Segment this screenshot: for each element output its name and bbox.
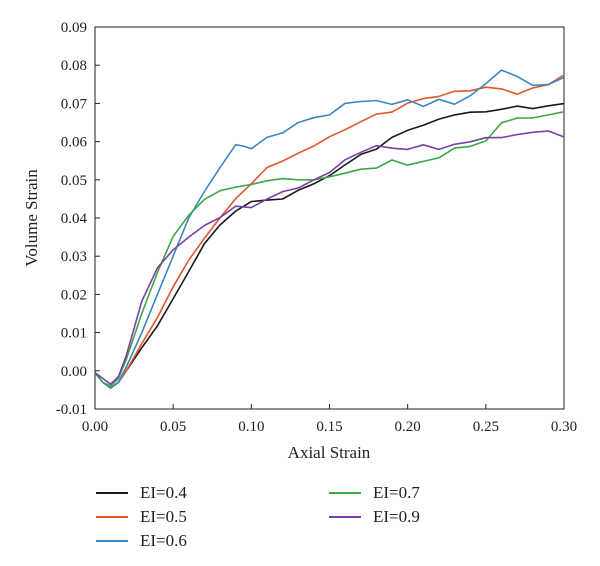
y-tick-label: 0.07: [61, 96, 88, 112]
x-tick-label: 0.10: [238, 419, 264, 435]
x-tick-label: 0.05: [160, 419, 186, 435]
x-axis-ticks: 0.00 0.05 0.10 0.15 0.20 0.25 0.30: [82, 404, 577, 435]
series-line-ei-0-5: [94, 74, 565, 389]
x-tick-label: 0.20: [395, 419, 421, 435]
x-tick-label: 0.15: [316, 419, 342, 435]
x-tick-label: 0.25: [473, 419, 499, 435]
series-line-ei-0-9: [94, 130, 565, 385]
x-tick-label: 0.30: [551, 419, 577, 435]
y-tick-label: 0.01: [61, 326, 87, 342]
series-line-ei-0-6: [94, 69, 565, 389]
y-axis-ticks: -0.01 0.00 0.01 0.02 0.03 0.04 0.05 0.06 0.07 0.0…: [56, 20, 100, 418]
y-axis-title: Volume Strain: [22, 169, 41, 267]
y-tick-label: -0.01: [56, 402, 87, 418]
y-tick-label: 0.00: [61, 364, 87, 380]
series-line-ei-0-7: [94, 111, 565, 387]
y-tick-label: 0.08: [61, 58, 87, 74]
y-tick-label: 0.04: [61, 211, 88, 227]
y-tick-label: 0.05: [61, 173, 87, 189]
plot-frame: [94, 26, 565, 410]
y-tick-label: 0.03: [61, 249, 87, 265]
y-tick-label: 0.06: [61, 135, 88, 151]
y-tick-label: 0.09: [61, 20, 87, 36]
y-tick-label: 0.02: [61, 287, 87, 303]
x-axis-title: Axial Strain: [288, 443, 371, 462]
series-line-ei-0-4: [94, 102, 565, 389]
x-tick-label: 0.00: [82, 419, 108, 435]
series-layer: [94, 69, 565, 389]
